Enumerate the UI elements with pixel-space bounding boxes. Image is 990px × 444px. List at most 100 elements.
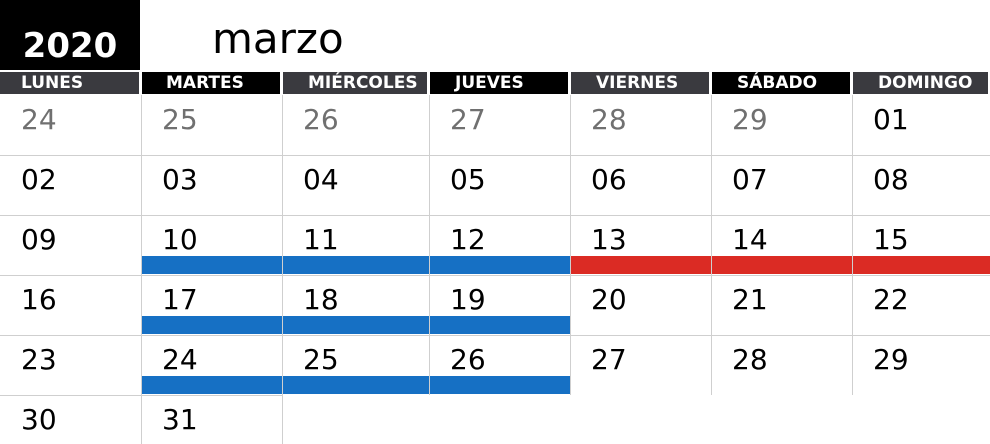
day-number: 17 xyxy=(162,283,198,316)
day-cell[interactable]: 18 xyxy=(282,275,429,335)
day-cell[interactable]: 09 xyxy=(0,215,141,275)
day-cell[interactable]: 29 xyxy=(711,95,852,155)
day-cell[interactable]: 04 xyxy=(282,155,429,215)
day-number: 28 xyxy=(591,103,627,136)
grid-divider xyxy=(0,155,990,156)
day-number: 13 xyxy=(591,223,627,256)
day-number: 19 xyxy=(450,283,486,316)
day-cell[interactable]: 01 xyxy=(852,95,990,155)
grid-divider xyxy=(282,95,283,444)
day-number: 31 xyxy=(162,403,198,436)
day-number: 28 xyxy=(732,343,768,376)
weekday-header-0: LUNES xyxy=(0,72,139,94)
day-number: 06 xyxy=(591,163,627,196)
day-cell[interactable]: 05 xyxy=(429,155,570,215)
day-number: 24 xyxy=(162,343,198,376)
red-event-bar xyxy=(852,256,990,274)
day-number: 25 xyxy=(303,343,339,376)
day-cell[interactable]: 06 xyxy=(570,155,711,215)
day-number: 15 xyxy=(873,223,909,256)
day-number: 07 xyxy=(732,163,768,196)
day-cell[interactable]: 03 xyxy=(141,155,282,215)
day-number: 08 xyxy=(873,163,909,196)
day-cell[interactable]: 02 xyxy=(0,155,141,215)
weekday-header-5: SÁBADO xyxy=(712,72,850,94)
grid-divider xyxy=(0,215,990,216)
blue-event-bar xyxy=(429,376,570,394)
day-cell[interactable]: 10 xyxy=(141,215,282,275)
blue-event-bar xyxy=(141,316,282,334)
blue-event-bar xyxy=(141,256,282,274)
day-number: 18 xyxy=(303,283,339,316)
day-cell[interactable]: 27 xyxy=(570,335,711,395)
day-number: 24 xyxy=(21,103,57,136)
day-number: 04 xyxy=(303,163,339,196)
day-cell[interactable]: 20 xyxy=(570,275,711,335)
day-number: 29 xyxy=(873,343,909,376)
day-number: 25 xyxy=(162,103,198,136)
day-number: 29 xyxy=(732,103,768,136)
grid-divider xyxy=(711,95,712,395)
day-cell[interactable]: 24 xyxy=(0,95,141,155)
day-cell[interactable]: 12 xyxy=(429,215,570,275)
day-cell[interactable]: 15 xyxy=(852,215,990,275)
red-event-bar xyxy=(711,256,852,274)
day-cell[interactable]: 08 xyxy=(852,155,990,215)
year-label: 2020 xyxy=(0,0,140,70)
red-event-bar xyxy=(570,256,711,274)
day-number: 16 xyxy=(21,283,57,316)
grid-divider xyxy=(0,335,990,336)
day-cell[interactable]: 25 xyxy=(141,95,282,155)
day-cell[interactable]: 07 xyxy=(711,155,852,215)
grid-divider xyxy=(570,95,571,395)
blue-event-bar xyxy=(282,376,429,394)
weekday-header-3: JUEVES xyxy=(430,72,568,94)
day-cell[interactable]: 26 xyxy=(429,335,570,395)
day-cell[interactable]: 24 xyxy=(141,335,282,395)
day-cell[interactable]: 29 xyxy=(852,335,990,395)
day-number: 23 xyxy=(21,343,57,376)
day-number: 12 xyxy=(450,223,486,256)
blue-event-bar xyxy=(282,256,429,274)
day-number: 09 xyxy=(21,223,57,256)
day-cell[interactable]: 25 xyxy=(282,335,429,395)
day-number: 03 xyxy=(162,163,198,196)
day-number: 30 xyxy=(21,403,57,436)
day-number: 20 xyxy=(591,283,627,316)
day-number: 02 xyxy=(21,163,57,196)
day-cell[interactable]: 17 xyxy=(141,275,282,335)
day-cell[interactable]: 13 xyxy=(570,215,711,275)
weekday-header-6: DOMINGO xyxy=(853,72,988,94)
day-number: 26 xyxy=(450,343,486,376)
day-cell[interactable]: 23 xyxy=(0,335,141,395)
day-number: 26 xyxy=(303,103,339,136)
blue-event-bar xyxy=(429,256,570,274)
day-number: 01 xyxy=(873,103,909,136)
grid-divider xyxy=(0,275,990,276)
grid-divider xyxy=(141,95,142,444)
day-cell[interactable]: 11 xyxy=(282,215,429,275)
day-number: 27 xyxy=(591,343,627,376)
day-number: 27 xyxy=(450,103,486,136)
day-number: 10 xyxy=(162,223,198,256)
day-cell[interactable]: 28 xyxy=(711,335,852,395)
month-title: marzo xyxy=(212,14,344,63)
day-number: 11 xyxy=(303,223,339,256)
blue-event-bar xyxy=(141,376,282,394)
day-number: 14 xyxy=(732,223,768,256)
day-cell[interactable]: 19 xyxy=(429,275,570,335)
day-cell[interactable]: 30 xyxy=(0,395,141,444)
day-cell[interactable]: 14 xyxy=(711,215,852,275)
blue-event-bar xyxy=(282,316,429,334)
day-cell[interactable]: 26 xyxy=(282,95,429,155)
day-number: 22 xyxy=(873,283,909,316)
day-cell[interactable]: 22 xyxy=(852,275,990,335)
day-cell[interactable]: 31 xyxy=(141,395,282,444)
day-number: 21 xyxy=(732,283,768,316)
day-cell[interactable]: 16 xyxy=(0,275,141,335)
day-number: 05 xyxy=(450,163,486,196)
day-cell[interactable]: 28 xyxy=(570,95,711,155)
grid-divider xyxy=(0,395,282,396)
day-cell[interactable]: 27 xyxy=(429,95,570,155)
day-cell[interactable]: 21 xyxy=(711,275,852,335)
